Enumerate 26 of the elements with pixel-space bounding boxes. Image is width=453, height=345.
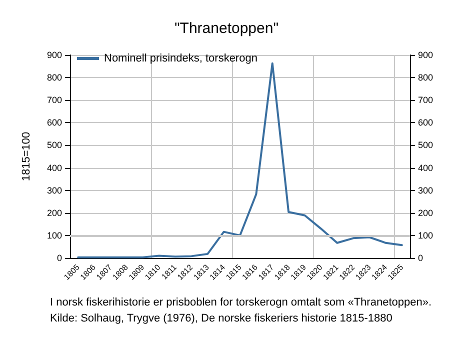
y2-tick-label: 800 — [418, 72, 434, 83]
y2-tick-label: 300 — [418, 185, 434, 196]
chart-title: "Thranetoppen" — [174, 20, 279, 37]
y-tick-label: 700 — [46, 95, 62, 106]
y2-tick-label: 0 — [418, 253, 424, 263]
y-tick-label: 600 — [46, 118, 62, 128]
y-tick-label: 0 — [56, 253, 62, 263]
y2-tick-label: 600 — [418, 118, 434, 128]
y-axis-title: 1815=100 — [20, 132, 32, 182]
y-tick-label: 100 — [46, 230, 62, 240]
y2-tick-label: 200 — [418, 208, 434, 218]
y-tick-label: 900 — [46, 50, 62, 60]
y2-tick-label: 500 — [418, 140, 434, 150]
y2-tick-label: 100 — [418, 230, 434, 240]
line-series — [77, 62, 403, 258]
y2-tick-label: 700 — [418, 95, 434, 106]
text: I norsk fiskerihistorie er prisboblen for torskerogn omtalt som «Thranetoppen». — [50, 296, 432, 308]
y-tick-label: 400 — [46, 162, 62, 173]
y-tick-label: 500 — [46, 140, 62, 150]
y-tick-label: 200 — [46, 208, 62, 218]
y-tick-label: 800 — [46, 72, 62, 83]
y2-tick-label: 900 — [418, 50, 434, 60]
y-tick-label: 300 — [46, 185, 62, 196]
legend-label: Nominell prisindeks, torskerogn — [104, 52, 258, 64]
text: Kilde: Solhaug, Trygve (1976), De norske fiskeriers historie 1815-1880 — [50, 312, 392, 324]
y2-tick-label: 400 — [418, 162, 434, 173]
